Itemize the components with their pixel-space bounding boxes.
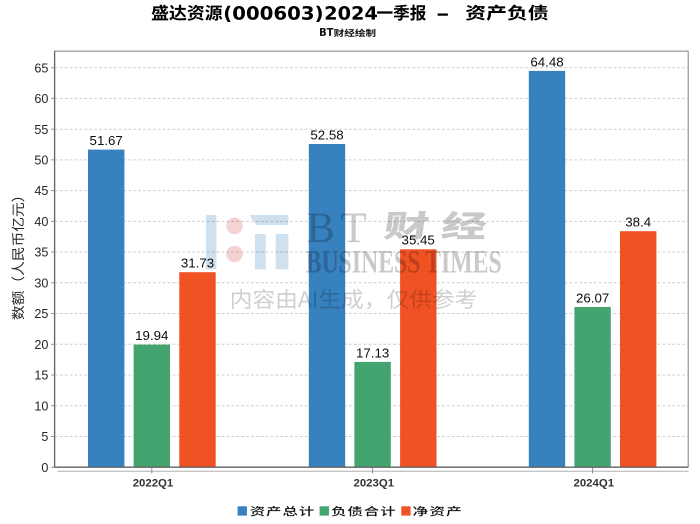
svg-text:15: 15: [34, 369, 48, 383]
svg-text:65: 65: [34, 61, 48, 75]
svg-text:38.4: 38.4: [625, 215, 651, 230]
svg-text:20: 20: [34, 338, 48, 352]
svg-text:10: 10: [34, 399, 48, 413]
svg-text:5: 5: [41, 430, 48, 444]
svg-text:2023Q1: 2023Q1: [354, 478, 395, 490]
svg-text:17.13: 17.13: [356, 345, 389, 360]
svg-text:2024Q1: 2024Q1: [574, 478, 615, 490]
svg-text:26.07: 26.07: [576, 290, 609, 305]
svg-text:25: 25: [34, 307, 48, 321]
svg-text:55: 55: [34, 123, 48, 137]
svg-text:BT: BT: [306, 205, 372, 252]
svg-text:BUSINESS TIMES: BUSINESS TIMES: [306, 244, 502, 281]
svg-text:51.67: 51.67: [90, 133, 123, 148]
svg-text:40: 40: [34, 215, 48, 229]
svg-text:60: 60: [34, 92, 48, 106]
svg-text:64.48: 64.48: [530, 54, 563, 69]
svg-text:45: 45: [34, 184, 48, 198]
svg-text:31.73: 31.73: [181, 256, 214, 271]
svg-text:30: 30: [34, 276, 48, 290]
svg-text:35: 35: [34, 246, 48, 260]
svg-text:52.58: 52.58: [310, 127, 343, 142]
svg-text:35.45: 35.45: [402, 233, 435, 248]
svg-text:0: 0: [41, 461, 48, 475]
svg-text:2022Q1: 2022Q1: [133, 478, 174, 490]
svg-text:50: 50: [34, 154, 48, 168]
svg-text:19.94: 19.94: [135, 328, 168, 343]
